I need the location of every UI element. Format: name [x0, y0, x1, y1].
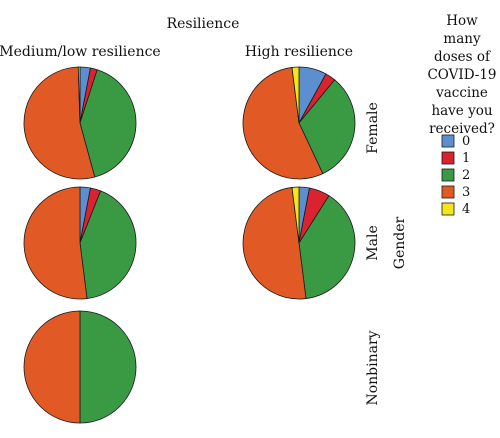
pie-slice-2	[79, 190, 137, 300]
pie-male-medium-low-resilience	[23, 186, 137, 300]
pie-slice-2	[298, 195, 356, 300]
column-label-high: High resilience	[245, 44, 353, 60]
legend-swatch-1	[441, 151, 455, 165]
legend: How many doses of COVID-19 vaccine have you re…	[427, 13, 496, 217]
legend-label-1: 1	[462, 151, 470, 166]
pie-slice-3	[242, 66, 324, 180]
column-label-medium-low: Medium/low resilience	[0, 44, 161, 60]
row-label-male: Male	[365, 225, 381, 260]
pie-slice-3	[23, 186, 88, 300]
legend-label-3: 3	[462, 185, 470, 200]
legend-title-line: have you	[431, 103, 492, 119]
pie-slice-2	[298, 79, 356, 175]
pie-slice-3	[23, 66, 96, 180]
legend-label-2: 2	[462, 168, 470, 183]
pie-slice-4	[291, 66, 300, 124]
row-label-female: Female	[365, 102, 381, 154]
pie-slice-3	[23, 310, 81, 424]
legend-swatch-0	[441, 134, 455, 148]
pie-slice-4	[291, 186, 300, 244]
chart-title: Resilience	[167, 16, 240, 32]
legend-title-line: vaccine	[435, 85, 488, 101]
legend-title-line: How	[446, 13, 478, 29]
pie-slice-2	[79, 69, 137, 178]
row-axis-title: Gender	[392, 216, 408, 269]
legend-swatch-4	[441, 202, 455, 216]
pie-panels	[23, 66, 356, 424]
legend-swatch-2	[441, 168, 455, 182]
pie-female-high-resilience	[242, 66, 356, 180]
pie-nonbinary-medium-low-resilience	[23, 310, 137, 424]
legend-swatch-3	[441, 185, 455, 199]
legend-title-line: doses of	[434, 49, 491, 65]
pie-slice-3	[242, 186, 307, 300]
pie-female-medium-low-resilience	[23, 66, 137, 180]
legend-title-line: COVID-19	[427, 67, 496, 83]
pie-slice-4	[77, 66, 81, 124]
legend-title-line: received?	[429, 121, 495, 137]
legend-label-4: 4	[462, 202, 470, 217]
pie-slice-2	[79, 310, 137, 424]
pie-male-high-resilience	[242, 186, 356, 300]
row-label-nonbinary: Nonbinary	[365, 330, 381, 405]
legend-label-0: 0	[462, 134, 470, 149]
legend-title-line: many	[443, 31, 481, 47]
